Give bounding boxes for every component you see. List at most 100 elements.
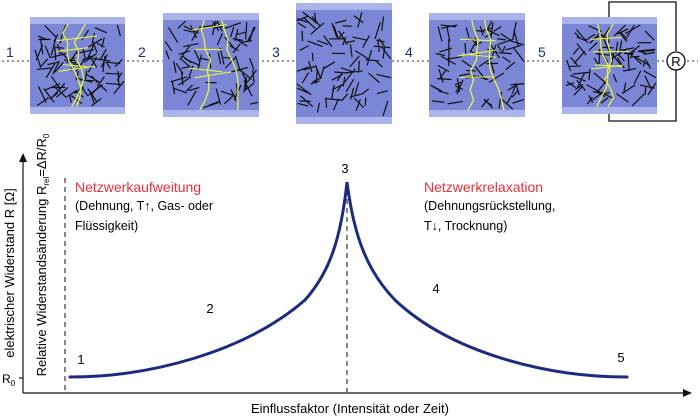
carbon-fiber [251,69,255,83]
carbon-fiber [610,52,615,66]
carbon-fiber [235,31,247,36]
carbon-fiber [490,22,494,40]
fiber-network [296,11,392,117]
carbon-fiber [609,51,622,66]
carbon-fiber [496,43,503,52]
carbon-fiber [307,40,323,48]
carbon-fiber [183,25,199,34]
carbon-fiber [576,42,587,56]
carbon-fiber [374,21,382,39]
carbon-fiber [352,36,368,41]
y-axis-arrow [19,153,27,162]
carbon-fiber [447,50,450,66]
carbon-fiber [333,25,340,40]
carbon-fiber [627,54,630,72]
carbon-fiber [240,40,252,43]
carbon-fiber [178,76,191,86]
carbon-fiber [633,70,642,84]
carbon-fiber [100,54,108,68]
r0-label: R0 [2,372,16,388]
carbon-fiber [82,47,87,61]
percolation-path [457,19,505,111]
carbon-fiber [633,56,642,65]
carbon-fiber [311,52,314,62]
carbon-fiber [617,28,629,35]
x-axis-arrow [683,389,692,397]
carbon-fiber [588,68,591,80]
carbon-fiber [376,61,383,68]
carbon-fiber [512,98,525,104]
carbon-fiber [342,76,346,87]
carbon-fiber [446,26,451,42]
carbon-fiber [177,20,187,29]
carbon-fiber [193,50,201,62]
conductive-path-link [59,65,96,72]
curve-point-label: 3 [341,161,348,176]
carbon-fiber [345,79,355,93]
carbon-fiber [622,68,637,72]
panel-1: 1 [6,17,125,114]
carbon-fiber [350,87,355,100]
carbon-fiber [215,88,222,105]
carbon-fiber [500,98,514,110]
carbon-fiber [643,70,657,79]
carbon-fiber [566,59,572,72]
carbon-fiber [616,93,629,103]
carbon-fiber [572,71,590,75]
carbon-fiber [439,47,453,53]
carbon-fiber [576,36,586,42]
network-expansion-desc-2: Flüssigkeit) [75,219,138,233]
carbon-fiber [511,89,519,98]
network-relaxation-title: Netzwerkrelaxation [424,179,543,195]
percolation-path [56,23,98,108]
carbon-fiber [638,48,656,52]
carbon-fiber [501,46,506,54]
carbon-fiber [232,37,243,42]
carbon-fiber [181,55,192,64]
carbon-fiber [491,44,497,57]
carbon-fiber [238,68,253,80]
carbon-fiber [82,88,89,97]
carbon-fiber [303,17,316,30]
carbon-fiber [199,57,209,61]
resistor-symbol: R [671,54,680,69]
carbon-fiber [87,88,98,102]
carbon-fiber [50,75,62,90]
carbon-fiber [353,15,364,24]
carbon-fiber [297,102,309,107]
carbon-fiber [54,86,68,99]
carbon-fiber [68,94,72,103]
carbon-fiber [474,66,487,81]
carbon-fiber [380,46,392,60]
carbon-fiber [621,84,636,95]
curve-point-label: 5 [617,350,624,365]
carbon-fiber [299,45,309,51]
carbon-fiber [54,61,64,73]
carbon-fiber [483,99,493,106]
conductive-path-line [221,19,239,110]
carbon-fiber [47,61,59,66]
y-axis-label-relative: Relative Widerstandsänderung Rrel=ΔR/R0 [34,133,51,376]
carbon-fiber [244,21,248,40]
carbon-fiber [90,75,98,84]
carbon-fiber [340,67,354,73]
conductive-path-link [590,36,622,40]
carbon-fiber [502,56,511,63]
carbon-fiber [300,95,314,108]
carbon-fiber [336,71,344,82]
carbon-fiber [346,70,363,74]
carbon-fiber [102,55,106,73]
network-relaxation-desc-1: (Dehnungsrückstellung, [424,199,555,213]
carbon-fiber [48,92,59,100]
conductive-path-link [56,35,98,42]
carbon-fiber [96,42,105,48]
conductive-path-link [459,38,496,42]
carbon-fiber [349,55,360,68]
carbon-fiber [44,25,57,38]
carbon-fiber [229,26,235,38]
carbon-fiber [431,100,445,103]
carbon-fiber [497,38,506,41]
carbon-fiber [513,30,520,47]
carbon-fiber [229,45,239,52]
